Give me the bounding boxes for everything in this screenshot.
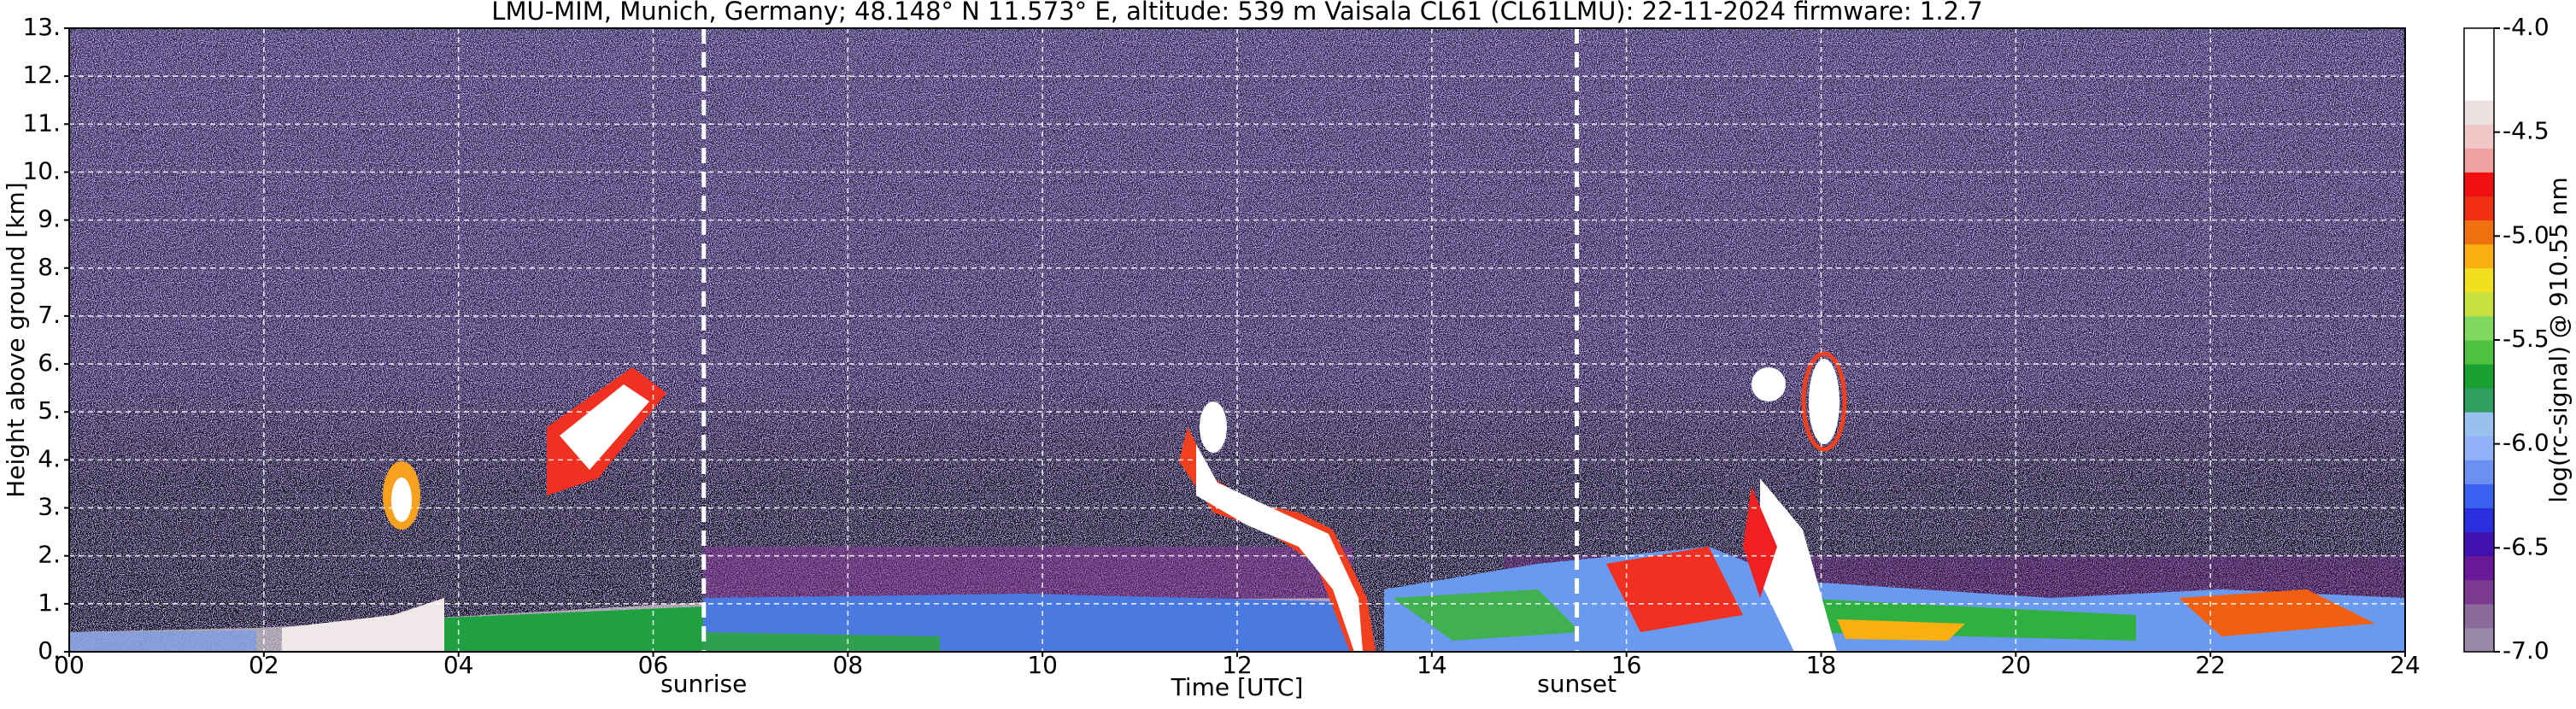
y-tick-label: 10. — [22, 156, 61, 185]
colorbar-band — [2464, 220, 2494, 245]
y-axis-label: Height above ground [km] — [2, 182, 30, 498]
y-tick-label: 8. — [38, 253, 61, 281]
colorbar-band — [2464, 483, 2494, 509]
colorbar-band — [2464, 315, 2494, 341]
colorbar — [2464, 28, 2494, 653]
colorbar-band — [2464, 507, 2494, 533]
y-tick-label: 7. — [38, 301, 61, 329]
y-tick-label: 12. — [22, 61, 61, 89]
y-tick-label: 6. — [38, 349, 61, 377]
y-tick-label: 5. — [38, 396, 61, 425]
y-tick-label: 9. — [38, 205, 61, 233]
colorbar-label: log(rc-signal) @ 910.55 nm — [2544, 177, 2573, 502]
colorbar-tick-label: -4.5 — [2503, 117, 2550, 145]
colorbar-band — [2464, 627, 2494, 653]
colorbar-band — [2464, 28, 2494, 53]
colorbar-band — [2464, 555, 2494, 581]
colorbar-band — [2464, 412, 2494, 437]
colorbar-band — [2464, 603, 2494, 629]
annotations — [701, 28, 1580, 652]
annotation-label: sunrise — [660, 670, 747, 698]
colorbar-band — [2464, 76, 2494, 101]
y-tick-label: 0. — [38, 636, 61, 665]
y-tick-label: 2. — [38, 541, 61, 569]
colorbar-band — [2464, 196, 2494, 221]
colorbar-band — [2464, 460, 2494, 484]
x-axis-label: Time [UTC] — [1171, 673, 1304, 701]
colorbar-tick-label: -6.5 — [2503, 532, 2550, 560]
colorbar-band — [2464, 172, 2494, 197]
y-tick-label: 1. — [38, 589, 61, 617]
colorbar-tick-label: -6.0 — [2503, 429, 2550, 457]
colorbar-tick-label: -5.0 — [2503, 220, 2550, 249]
colorbar-band — [2464, 148, 2494, 173]
colorbar-tick-label: -7.0 — [2503, 636, 2550, 665]
colorbar-band — [2464, 243, 2494, 269]
annotation-label: sunset — [1537, 670, 1617, 698]
colorbar-band — [2464, 388, 2494, 413]
colorbar-band — [2464, 291, 2494, 317]
chart-title: LMU-MIM, Munich, Germany; 48.148° N 11.5… — [491, 0, 1982, 26]
colorbar-tick-label: -5.5 — [2503, 325, 2550, 353]
y-tick-label: 13. — [22, 13, 61, 41]
colorbar-band — [2464, 531, 2494, 557]
colorbar-band — [2464, 100, 2494, 125]
colorbar-band — [2464, 124, 2494, 149]
y-tick-label: 11. — [22, 108, 61, 137]
colorbar-band — [2464, 436, 2494, 460]
colorbar-tick-label: -4.0 — [2503, 13, 2550, 41]
colorbar-band — [2464, 267, 2494, 293]
colorbar-band — [2464, 340, 2494, 365]
colorbar-band — [2464, 364, 2494, 389]
y-tick-label: 3. — [38, 493, 61, 521]
y-tick-label: 4. — [38, 444, 61, 472]
colorbar-band — [2464, 52, 2494, 77]
colorbar-band — [2464, 579, 2494, 605]
